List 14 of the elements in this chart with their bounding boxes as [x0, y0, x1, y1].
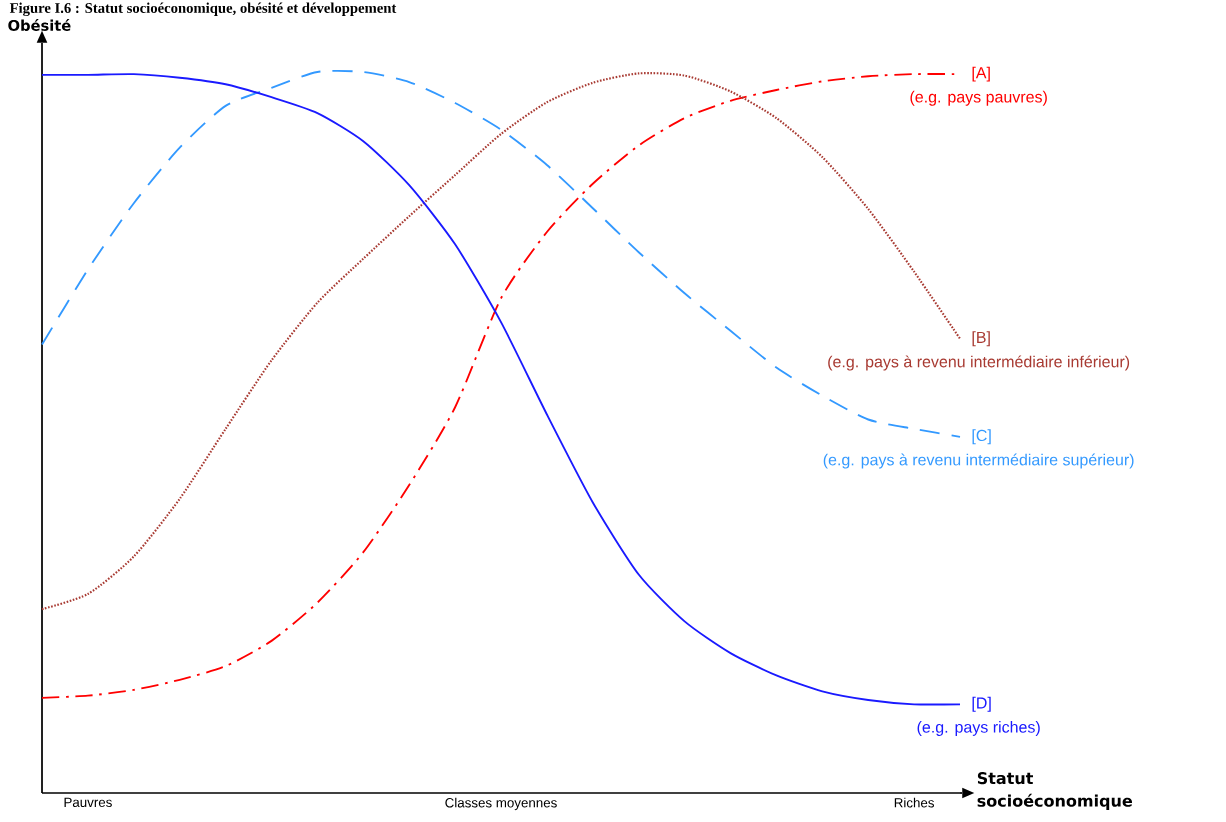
x-tick-label: Riches: [894, 797, 934, 808]
series-label: [D]: [972, 696, 991, 712]
y-axis-title: Obésité: [8, 19, 71, 31]
x-tick-label: Pauvres: [64, 797, 112, 808]
series-label: [C]: [972, 429, 991, 445]
x-tick-label: Classes moyennes: [445, 797, 557, 811]
annotation: (e.g. pays à revenu intermédiaire supérieur): [823, 453, 1134, 469]
annotation: (e.g. pays pauvres): [910, 90, 1047, 106]
series-label: [B]: [972, 331, 990, 347]
annotation: (e.g. pays à revenu intermédiaire inférieur): [828, 355, 1130, 371]
annotation: (e.g. pays riches): [917, 721, 1040, 736]
x-axis-title: Statut socioéconomique: [977, 772, 1132, 810]
series-label: [A]: [972, 66, 990, 82]
chart-title: Figure I.6 : Statut socioéconomique, obésité et développement: [9, 2, 397, 17]
